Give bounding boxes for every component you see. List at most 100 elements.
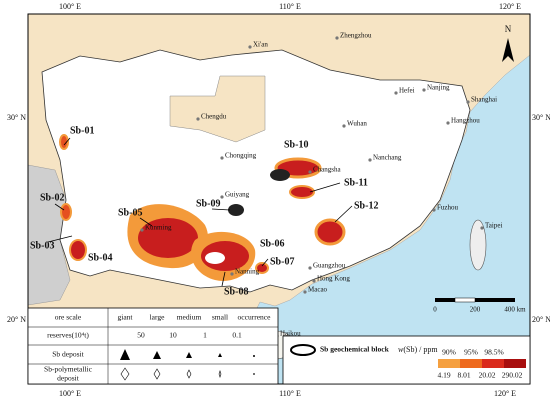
reserve-value: 0.1 [232,331,242,340]
sichuan-basin [169,75,266,143]
leader [63,137,71,146]
anomaly [314,218,346,246]
header: large [150,313,166,322]
block-label: Sb-02 [40,192,64,203]
city-label: Changsha [313,166,342,174]
city-label: Shanghai [471,96,497,104]
symbol [153,368,161,380]
city-label: Haikou [280,330,301,338]
leader [221,271,226,287]
lon-label: 100° E [59,389,81,398]
header: small [212,313,228,322]
anomaly [138,218,198,258]
block-label: Sb-12 [354,200,378,211]
leader [139,217,153,227]
taiwan [469,219,487,271]
unit-rest: (Sb) / ppm [403,345,438,354]
threshold: 4.19 [437,371,450,380]
leader [261,258,269,267]
legend-box: Sb geochemical block w(Sb) / ppm 90% 95%… [282,335,531,385]
city-dot [140,228,144,232]
lon-label: 110° E [279,389,301,398]
city-dot [368,158,372,162]
city-dot [466,100,470,104]
block-label: Sb-11 [344,177,368,188]
leader [54,203,65,211]
city-dot [342,124,346,128]
percentile: 95% [464,348,478,357]
reserve-value: 50 [137,331,145,340]
legend-table: ore scale giant large medium small occur… [27,307,279,385]
city-dot [308,170,312,174]
leader [47,235,73,243]
legend-frame [27,307,279,385]
symbol [120,367,130,381]
gray-region [27,164,71,306]
city-label: Guiyang [225,191,250,199]
city-dot [308,266,312,270]
lon-label: 120° E [499,2,521,11]
lat-label: 20° N [7,315,26,324]
city-label: Hangzhou [451,117,480,125]
block-label: Sb-05 [118,207,142,218]
city-label: Nanjing [427,84,450,92]
percentile: 98.5% [484,348,503,357]
city-dot [230,272,234,276]
city-label: Kunming [145,224,172,232]
unit: w(Sb) / ppm [398,345,438,354]
city-label: Zhengzhou [340,32,372,40]
leader [334,205,353,223]
symbol [218,370,222,378]
color-step [482,359,504,368]
leader-lines [47,137,353,287]
block-label: Sb-10 [284,139,308,150]
unit-w: w [398,345,404,354]
city-dot [432,208,436,212]
symbol [153,351,161,359]
city-dot [220,195,224,199]
threshold: 290.02 [502,371,523,380]
leader [309,182,341,193]
block-label: Sb-01 [70,125,94,136]
scale-seg [454,297,476,303]
header: medium [177,313,202,322]
color-step [504,359,526,368]
symbol [218,353,222,357]
city-label: Hong Kong [317,275,350,283]
lon-label: 120° E [494,389,516,398]
north-label: N [505,24,512,34]
percentile: 90% [442,348,456,357]
lon-label: 100° E [59,2,81,11]
row-label: Sb-polymetallic [44,365,93,374]
scale-label: 0 [433,306,437,314]
symbol [120,349,130,360]
header: occurrence [238,313,272,322]
city-label: Guangzhou [313,262,346,270]
city-dot [394,91,398,95]
city-dot [480,226,484,230]
color-step [460,359,482,368]
lat-label: 20° N [532,315,550,324]
north-arrow: N [502,24,514,62]
city-dot [303,290,307,294]
scale-label: 400 km [504,306,526,314]
city-dot [335,36,339,40]
anomaly [255,262,269,274]
header: giant [118,313,134,322]
scale-seg [435,298,455,302]
block-label: Sb-04 [88,252,112,263]
lon-label: 110° E [279,2,301,11]
row-label: deposit [57,374,80,383]
reserve-value: 1 [203,331,207,340]
anomaly [289,185,315,199]
city-label: Taipei [485,222,502,230]
leader [211,208,231,211]
city-dot [446,121,450,125]
city-dot [312,279,316,283]
anomaly [228,204,244,216]
city-label: Wuhan [347,120,367,128]
city-label: Hefei [399,87,415,95]
reserve-value: 10 [169,331,177,340]
anomaly [270,169,290,181]
anomaly [205,252,225,264]
